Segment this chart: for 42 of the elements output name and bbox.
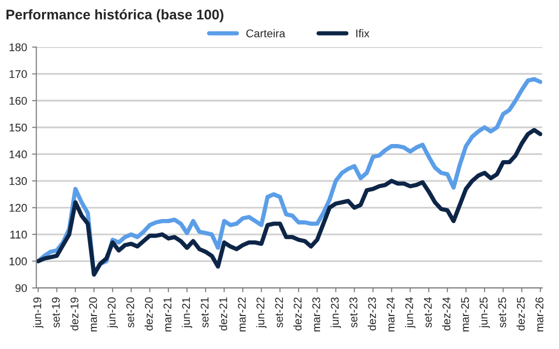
x-tick-label: dez-19	[70, 297, 78, 330]
chart-title: Performance histórica (base 100)	[6, 9, 224, 22]
x-tick-label: jun-21	[182, 297, 192, 328]
x-tick-label: set-25	[498, 297, 506, 328]
y-tick-label: 170	[10, 70, 27, 78]
x-tick-label: dez-25	[516, 297, 525, 330]
y-tick-label: 160	[10, 96, 27, 105]
x-tick-label: mar-26	[535, 297, 544, 332]
y-tick-label: 120	[10, 204, 27, 212]
x-tick-label: dez-22	[293, 298, 302, 330]
x-tick-label: mar-24	[386, 297, 395, 332]
x-tick-label: set-24	[424, 297, 432, 328]
y-tick-label: 150	[10, 124, 27, 132]
y-tick-label: 110	[10, 230, 27, 239]
x-tick-label: mar-25	[461, 297, 469, 332]
x-tick-label: dez-23	[368, 297, 376, 330]
x-tick-label: mar-23	[312, 297, 320, 332]
x-tick-label: jun-22	[256, 298, 267, 328]
x-tick-label: set-22	[275, 298, 283, 328]
x-tick-label: set-21	[200, 297, 209, 328]
y-tick-label: 100	[10, 257, 27, 266]
y-tick-label: 180	[10, 43, 27, 52]
x-tick-label: mar-20	[89, 297, 97, 332]
x-tick-label: dez-24	[442, 297, 450, 330]
x-tick-label: mar-22	[238, 298, 246, 332]
legend-label: Carteira	[246, 29, 286, 38]
x-tick-label: set-20	[126, 297, 134, 328]
x-tick-label: jun-25	[479, 297, 490, 328]
x-tick-label: jun-20	[107, 297, 118, 328]
legend-label: Ifix	[356, 29, 370, 38]
x-tick-label: dez-21	[219, 297, 228, 330]
x-tick-label: jun-19	[33, 297, 44, 328]
x-tick-label: set-19	[52, 297, 60, 328]
x-tick-label: jun-24	[405, 297, 416, 328]
y-tick-label: 140	[10, 150, 27, 158]
x-tick-label: set-23	[349, 297, 358, 328]
x-tick-label: dez-20	[144, 297, 153, 330]
y-tick-label: 90	[15, 284, 27, 292]
y-tick-label: 130	[10, 177, 27, 186]
line-series	[36, 128, 542, 277]
x-tick-label: jun-23	[330, 297, 341, 328]
x-tick-label: mar-21	[164, 297, 172, 332]
